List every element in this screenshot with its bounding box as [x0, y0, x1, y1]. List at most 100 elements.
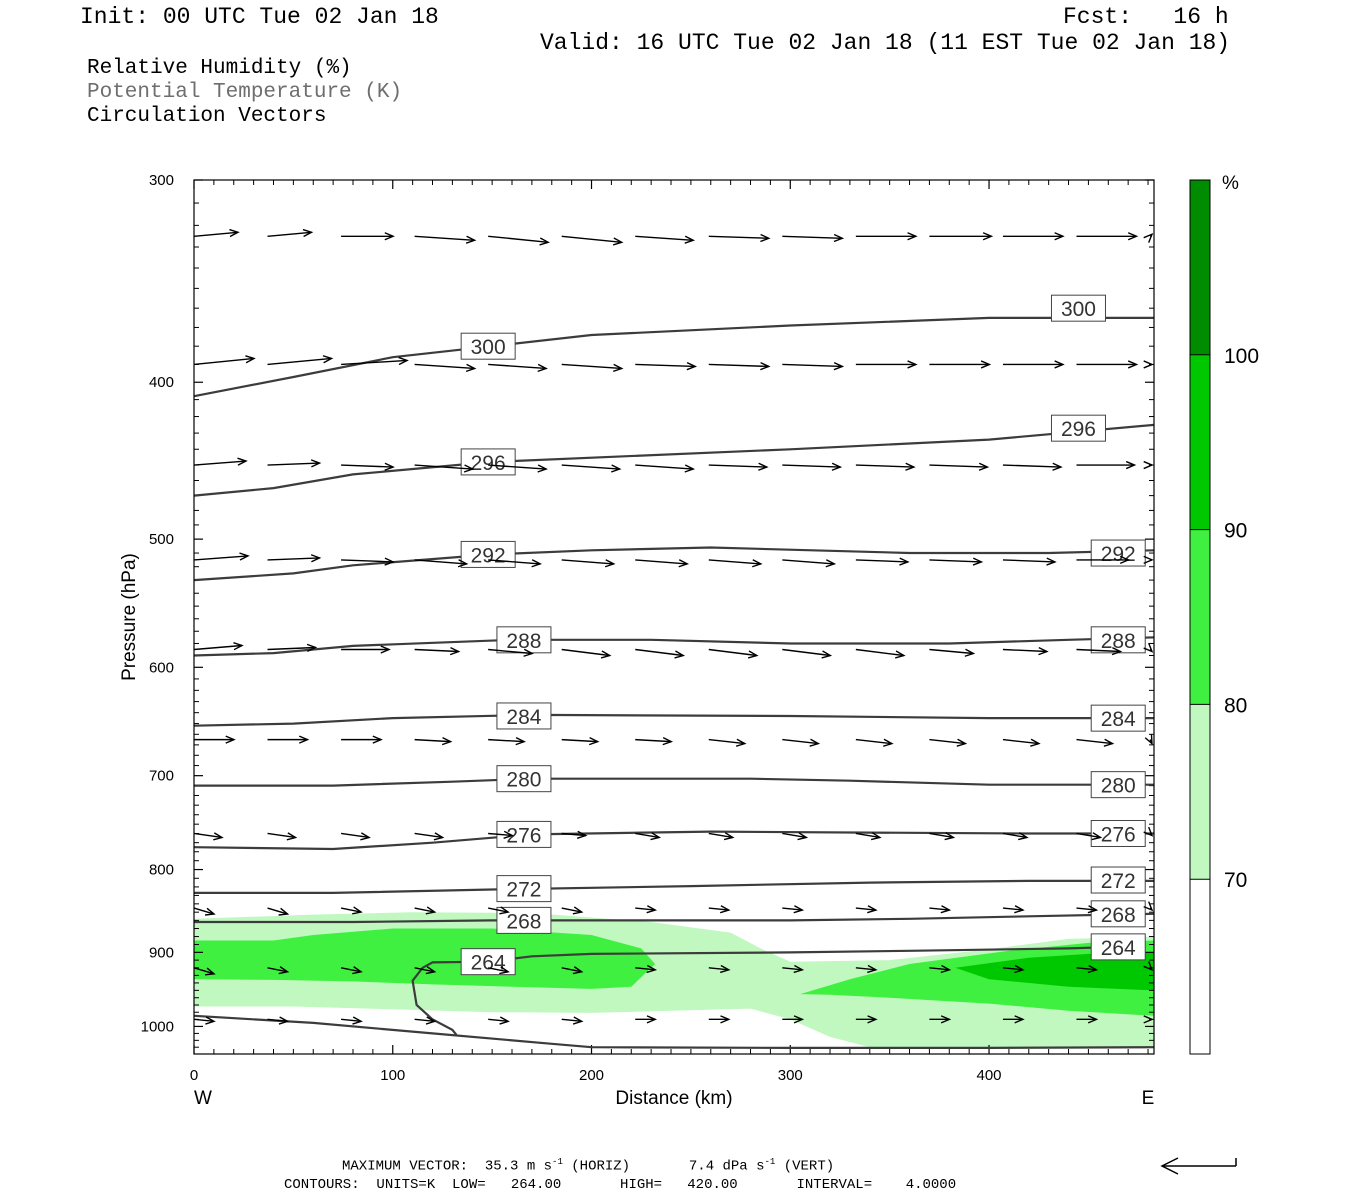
vector-head	[352, 1016, 363, 1025]
vector-head	[833, 362, 845, 371]
vector-shaft	[414, 464, 473, 470]
circulation-vector	[855, 557, 910, 566]
circulation-vector	[1076, 460, 1137, 470]
vector-shaft	[635, 967, 656, 971]
vector-shaft	[414, 1018, 435, 1023]
circulation-vector	[635, 964, 658, 974]
circulation-vector	[267, 832, 298, 841]
vector-shaft	[193, 832, 223, 839]
theta-label: 300	[1061, 298, 1096, 321]
theta-contour-296	[193, 423, 1155, 497]
vector-head	[1143, 826, 1154, 837]
circulation-vector	[1002, 1015, 1025, 1024]
vector-head	[229, 228, 240, 238]
vector-shaft	[782, 738, 819, 745]
vector-head	[760, 233, 771, 243]
vector-head	[204, 967, 216, 976]
circulation-vector	[1002, 738, 1041, 747]
theta-label: 264	[1101, 937, 1136, 960]
vector-head	[821, 650, 833, 659]
vector-shaft	[193, 907, 215, 915]
circulation-vector	[1002, 557, 1057, 566]
vector-shaft	[782, 967, 803, 971]
circulation-vector	[855, 964, 878, 974]
circulation-vector	[488, 1016, 510, 1025]
vector-head	[213, 832, 224, 841]
circulation-vector	[561, 648, 612, 659]
colorbar-segment	[1190, 180, 1210, 355]
vector-shaft	[414, 235, 475, 241]
circulation-vector	[1076, 738, 1115, 747]
vector-head	[531, 559, 542, 568]
vector-head	[298, 735, 310, 744]
vector-shaft	[708, 559, 761, 565]
circulation-vector	[782, 738, 821, 747]
vector-shaft	[414, 648, 459, 653]
vector-shaft	[561, 464, 620, 470]
circulation-vector	[635, 905, 658, 914]
circulation-vector	[414, 464, 475, 473]
vector-head	[1143, 232, 1154, 243]
vector-head	[457, 559, 469, 568]
vector-shaft	[561, 1018, 582, 1023]
theta-contour-268	[194, 912, 1155, 924]
vector-head	[310, 459, 322, 468]
vector-head	[1087, 964, 1099, 974]
vector-head	[1127, 360, 1139, 369]
vector-head	[1125, 460, 1137, 470]
vector-shaft	[782, 235, 843, 239]
circulation-vector	[929, 905, 952, 914]
circulation-vector	[341, 735, 383, 744]
plot-frame	[193, 179, 1155, 1055]
vector-shaft	[782, 832, 807, 839]
vector-head	[723, 832, 735, 841]
x-end-label-east: E	[1142, 1088, 1155, 1109]
vector-head	[684, 464, 696, 473]
vector-head	[867, 905, 878, 914]
circulation-vector	[488, 363, 548, 373]
theta-label: 280	[506, 769, 541, 792]
vector-shaft	[708, 738, 745, 745]
circulation-vector	[782, 462, 843, 471]
vector-shaft	[341, 464, 394, 468]
vector-shaft	[855, 907, 876, 911]
vector-shaft	[929, 648, 974, 655]
vector-head	[1014, 964, 1025, 974]
vector-shaft	[855, 832, 880, 839]
colorbar-segment	[1190, 529, 1210, 705]
theta-label-box	[1090, 900, 1146, 928]
vector-head	[982, 232, 994, 241]
vector-shaft	[929, 738, 966, 745]
vector-head	[1054, 232, 1065, 241]
vector-shaft	[708, 967, 729, 971]
vector-shaft	[193, 1018, 215, 1023]
x-tick-label: 200	[579, 1067, 604, 1084]
vector-shaft	[708, 235, 769, 239]
circulation-vector	[193, 967, 216, 976]
vector-shaft	[488, 967, 509, 973]
y-tick-label: 300	[149, 172, 174, 189]
circulation-vector	[1143, 826, 1154, 837]
vector-shaft	[414, 967, 435, 973]
vector-head	[1054, 360, 1065, 369]
circulation-vector	[341, 1016, 363, 1025]
vector-head	[758, 462, 769, 471]
vector-shaft	[267, 907, 288, 915]
circulation-vector	[708, 462, 769, 471]
forecast-hour: Fcst: 16 h	[1063, 4, 1229, 30]
vector-head	[499, 966, 510, 975]
vector-head	[1087, 905, 1099, 914]
vector-head	[964, 648, 976, 657]
vector-head	[352, 906, 363, 915]
circulation-vector	[267, 355, 334, 366]
vector-shaft	[193, 460, 247, 466]
vector-shaft	[488, 363, 547, 370]
vector-shaft	[267, 967, 288, 973]
vector-shaft	[488, 738, 525, 743]
colorbar-unit: %	[1222, 173, 1239, 194]
circulation-vector	[635, 559, 690, 568]
theta-label-box	[496, 702, 552, 730]
y-tick-label: 800	[149, 862, 174, 879]
theta-label-box	[1090, 626, 1146, 654]
vector-shaft	[1076, 832, 1101, 839]
